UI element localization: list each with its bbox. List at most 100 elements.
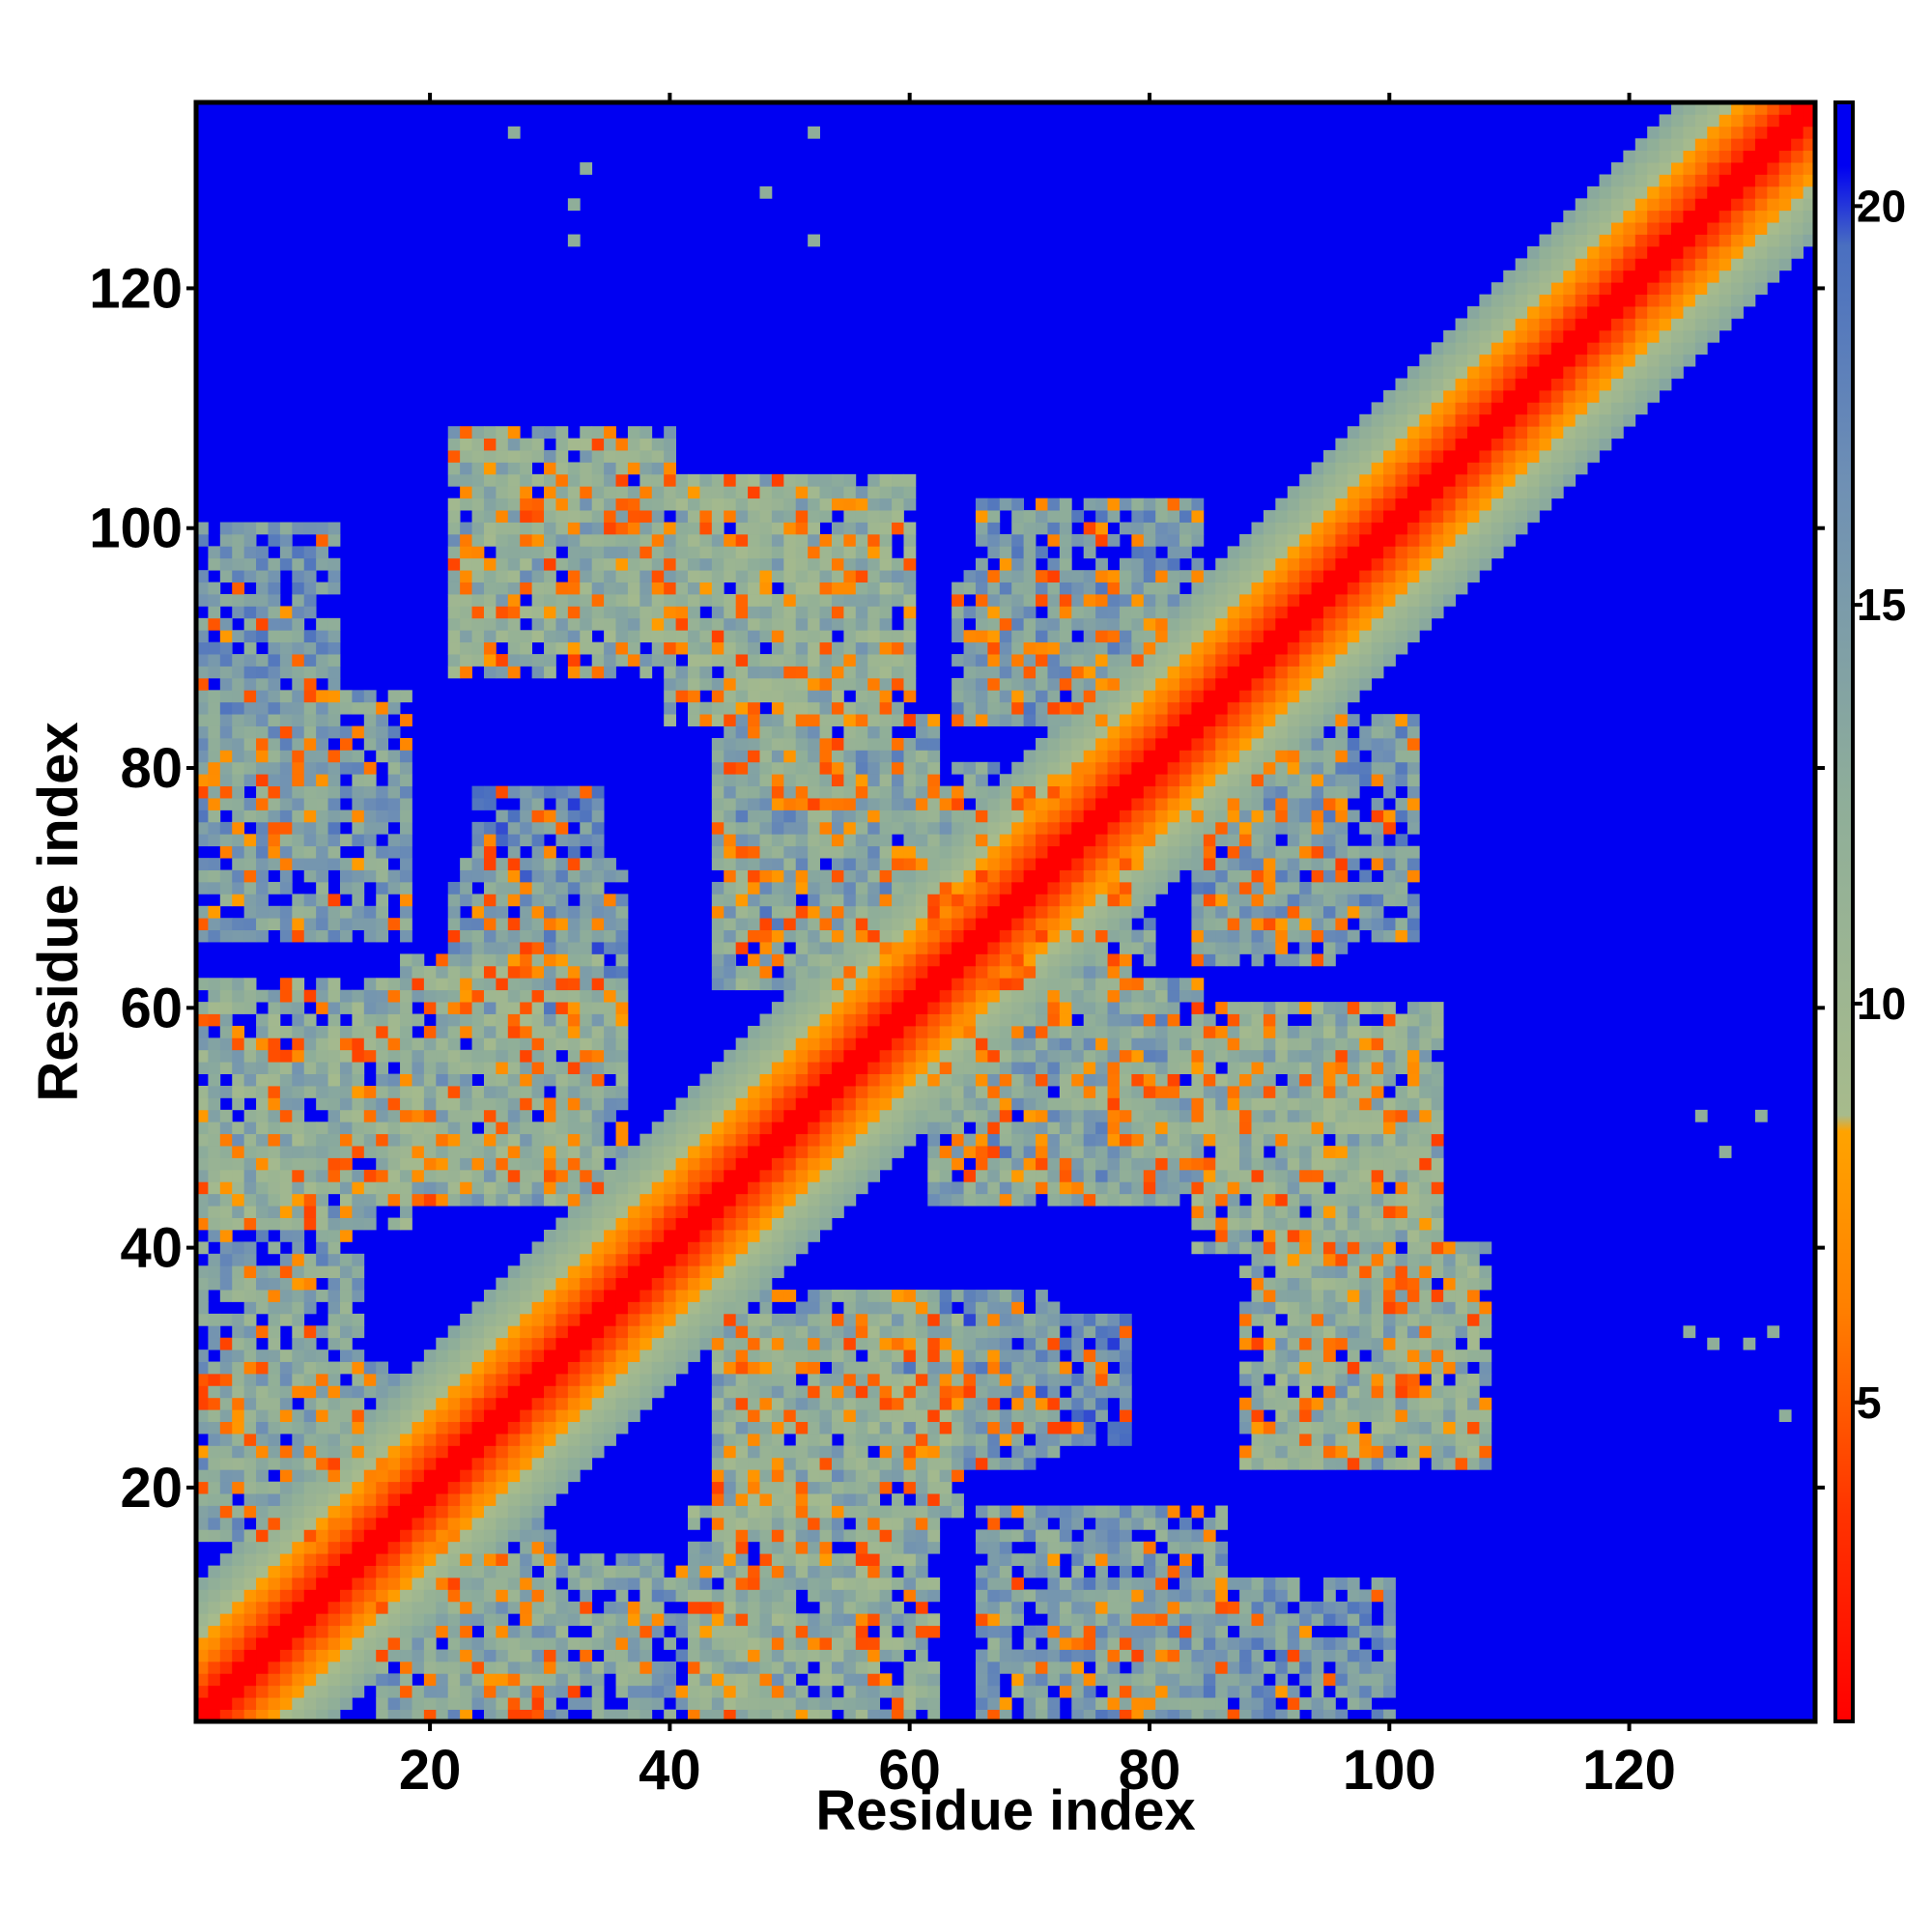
- heatmap-cell: [879, 918, 893, 931]
- heatmap-cell: [615, 1421, 629, 1435]
- heatmap-cell: [915, 894, 928, 907]
- heatmap-cell: [423, 1421, 437, 1435]
- heatmap-cell: [855, 821, 868, 835]
- heatmap-cell: [664, 1661, 676, 1674]
- heatmap-cell: [531, 1709, 545, 1722]
- heatmap-cell: [819, 989, 833, 1003]
- heatmap-cell: [436, 1577, 449, 1590]
- heatmap-cell: [651, 1361, 665, 1375]
- heatmap-cell: [520, 1457, 533, 1470]
- heatmap-cell: [243, 1146, 257, 1158]
- heatmap-cell: [387, 1589, 401, 1603]
- heatmap-cell: [892, 1086, 904, 1098]
- heatmap-cell: [879, 641, 893, 655]
- heatmap-cell: [303, 1301, 317, 1315]
- heatmap-cell: [892, 1037, 904, 1051]
- heatmap-cell: [783, 1409, 797, 1423]
- heatmap-cell: [580, 1097, 593, 1111]
- heatmap-cell: [735, 1301, 749, 1315]
- heatmap-cell: [771, 1697, 784, 1710]
- heatmap-cell: [496, 918, 509, 931]
- heatmap-cell: [724, 1097, 737, 1111]
- heatmap-cell: [555, 1649, 569, 1662]
- heatmap-cell: [520, 462, 533, 475]
- heatmap-cell: [927, 1313, 941, 1326]
- heatmap-cell: [423, 1505, 437, 1519]
- heatmap-cell: [615, 965, 629, 979]
- heatmap-cell: [327, 1709, 341, 1722]
- heatmap-cell: [303, 1529, 317, 1543]
- heatmap-cell: [447, 1613, 461, 1627]
- heatmap-cell: [219, 1434, 233, 1446]
- heatmap-cell: [268, 654, 281, 667]
- heatmap-cell: [208, 785, 221, 799]
- heatmap-cell: [795, 1002, 809, 1014]
- heatmap-cell: [243, 570, 257, 582]
- heatmap-cell: [843, 881, 857, 895]
- heatmap-cell: [460, 594, 472, 607]
- heatmap-cell: [591, 869, 605, 883]
- heatmap-cell: [243, 1325, 257, 1339]
- heatmap-cell: [327, 1517, 341, 1530]
- heatmap-cell: [447, 641, 461, 655]
- heatmap-cell: [292, 1253, 305, 1266]
- heatmap-cell: [783, 1109, 797, 1122]
- heatmap-cell: [243, 522, 257, 535]
- heatmap-cell: [483, 1397, 497, 1410]
- heatmap-cell: [892, 1025, 904, 1038]
- heatmap-cell: [915, 785, 928, 799]
- heatmap-cell: [423, 1193, 437, 1207]
- heatmap-cell: [387, 1169, 401, 1182]
- heatmap-cell: [927, 1025, 941, 1038]
- heatmap-cell: [483, 1301, 497, 1315]
- heatmap-cell: [808, 1577, 820, 1590]
- heatmap-cell: [688, 594, 700, 607]
- heatmap-cell: [507, 821, 521, 835]
- heatmap-cell: [639, 1169, 653, 1182]
- heatmap-cell: [819, 737, 833, 751]
- heatmap-cell: [447, 570, 461, 582]
- heatmap-cell: [748, 1241, 760, 1255]
- heatmap-cell: [447, 497, 461, 511]
- heatmap-cell: [208, 834, 221, 847]
- heatmap-cell: [627, 546, 640, 559]
- heatmap-cell: [292, 1277, 305, 1291]
- heatmap-cell: [531, 473, 545, 487]
- heatmap-cell: [219, 557, 233, 571]
- heatmap-cell: [724, 965, 737, 979]
- heatmap-cell: [819, 701, 833, 715]
- heatmap-cell: [471, 845, 485, 859]
- heatmap-cell: [544, 1541, 556, 1554]
- heatmap-cell: [892, 630, 904, 643]
- heatmap-cell: [831, 1421, 844, 1435]
- heatmap-cell: [412, 1481, 425, 1494]
- heatmap-cell: [711, 1277, 724, 1291]
- heatmap-cell: [232, 1409, 245, 1423]
- heatmap-cell: [651, 1181, 665, 1195]
- heatmap-cell: [555, 798, 569, 810]
- heatmap-cell: [879, 666, 893, 679]
- heatmap-cell: [544, 1133, 556, 1147]
- heatmap-cell: [268, 1397, 281, 1410]
- heatmap-cell: [855, 677, 868, 691]
- heatmap-cell: [544, 1229, 556, 1242]
- heatmap-cell: [376, 1133, 389, 1147]
- heatmap-cell: [855, 1181, 868, 1195]
- heatmap-cell: [483, 1517, 497, 1530]
- heatmap-cell: [795, 630, 809, 643]
- heatmap-cell: [795, 834, 809, 847]
- heatmap-cell: [927, 1122, 941, 1135]
- heatmap-cell: [795, 546, 809, 559]
- heatmap-cell: [855, 1613, 868, 1627]
- heatmap-cell: [615, 1025, 629, 1038]
- heatmap-cell: [759, 1025, 773, 1038]
- heatmap-cell: [544, 1169, 556, 1182]
- heatmap-cell: [555, 1637, 569, 1650]
- heatmap-cell: [675, 1649, 689, 1662]
- heatmap-cell: [771, 1613, 784, 1627]
- heatmap-cell: [219, 834, 233, 847]
- heatmap-cell: [879, 1301, 893, 1315]
- heatmap-cell: [843, 1434, 857, 1446]
- heatmap-cell: [615, 1133, 629, 1147]
- heatmap-cell: [268, 1157, 281, 1171]
